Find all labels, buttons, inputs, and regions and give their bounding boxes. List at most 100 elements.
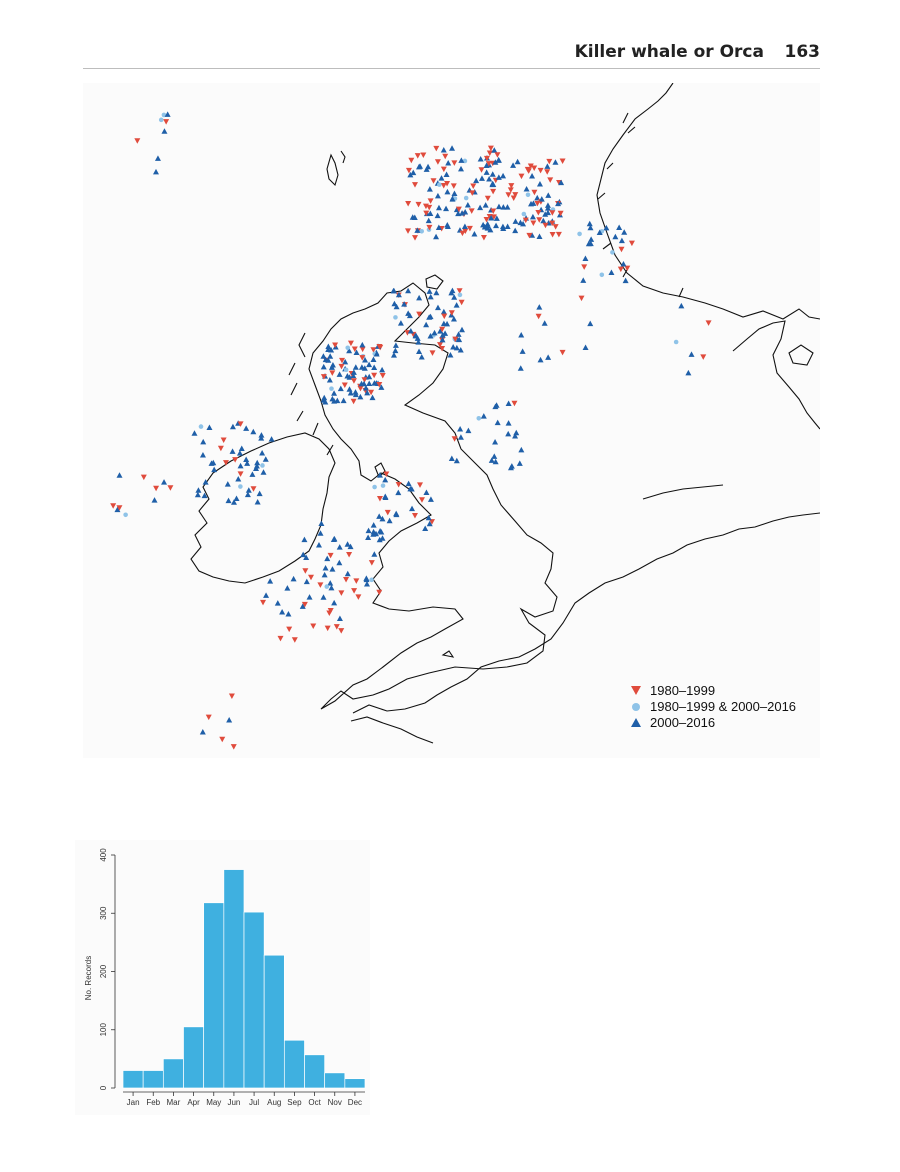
record-marker-2000-2016 xyxy=(500,225,507,232)
record-marker-2000-2016 xyxy=(414,227,421,233)
record-marker-2000-2016 xyxy=(224,481,231,487)
record-marker-1980-1999 xyxy=(549,232,556,238)
record-marker-2000-2016 xyxy=(444,320,451,327)
record-marker-2000-2016 xyxy=(425,217,432,224)
record-marker-2000-2016 xyxy=(616,224,623,231)
record-marker-2000-2016 xyxy=(336,544,343,550)
coast-channel-islands xyxy=(441,650,455,658)
record-marker-2000-2016 xyxy=(518,331,525,338)
record-marker-2000-2016 xyxy=(505,400,512,407)
record-marker-2000-2016 xyxy=(154,155,161,161)
record-marker-2000-2016 xyxy=(558,179,565,186)
record-marker-1980-1999 xyxy=(371,372,378,379)
bar-apr xyxy=(183,1026,205,1089)
record-marker-1980-1999 xyxy=(347,340,354,347)
record-marker-2000-2016 xyxy=(199,452,206,458)
record-marker-2000-2016 xyxy=(201,492,208,499)
record-marker-2000-2016 xyxy=(504,204,511,210)
record-marker-2000-2016 xyxy=(500,204,507,210)
record-marker-2000-2016 xyxy=(238,445,245,451)
record-marker-2000-2016 xyxy=(285,611,292,617)
record-marker-both xyxy=(345,345,351,351)
record-marker-2000-2016 xyxy=(518,446,525,453)
record-marker-2000-2016 xyxy=(210,459,217,466)
record-marker-2000-2016 xyxy=(447,352,454,358)
record-marker-1980-1999 xyxy=(327,607,334,614)
record-marker-2000-2016 xyxy=(376,472,383,478)
record-marker-2000-2016 xyxy=(382,494,389,501)
record-marker-1980-1999 xyxy=(468,208,475,214)
coast-great-britain xyxy=(308,282,558,710)
record-marker-2000-2016 xyxy=(440,308,447,315)
record-marker-2000-2016 xyxy=(279,609,286,615)
bar-jun xyxy=(223,869,245,1089)
record-marker-1980-1999 xyxy=(451,436,458,442)
record-marker-1980-1999 xyxy=(351,346,358,353)
record-marker-1980-1999 xyxy=(490,208,497,214)
record-marker-1980-1999 xyxy=(525,168,532,174)
bar-oct xyxy=(304,1054,326,1089)
record-marker-1980-1999 xyxy=(534,200,541,207)
record-marker-1980-1999 xyxy=(395,482,402,488)
record-marker-2000-2016 xyxy=(352,389,359,395)
record-marker-2000-2016 xyxy=(457,426,464,432)
section-title: Killer whale or Orca xyxy=(574,42,764,62)
record-marker-1980-1999 xyxy=(559,158,566,164)
record-marker-2000-2016 xyxy=(482,202,489,208)
record-marker-2000-2016 xyxy=(453,302,460,308)
record-marker-2000-2016 xyxy=(325,346,332,352)
record-marker-2000-2016 xyxy=(306,594,313,600)
record-marker-1980-1999 xyxy=(341,382,348,388)
y-tick-label: 300 xyxy=(99,906,108,920)
record-marker-2000-2016 xyxy=(350,369,357,375)
record-marker-1980-1999 xyxy=(228,693,235,700)
record-marker-2000-2016 xyxy=(423,166,430,172)
record-marker-2000-2016 xyxy=(505,420,512,426)
record-marker-1980-1999 xyxy=(376,344,383,350)
record-marker-2000-2016 xyxy=(451,294,458,300)
record-marker-2000-2016 xyxy=(191,430,198,436)
y-axis-label: No. Records xyxy=(84,956,93,1000)
record-marker-2000-2016 xyxy=(493,215,500,221)
record-marker-2000-2016 xyxy=(552,159,559,165)
record-marker-1980-1999 xyxy=(426,224,433,231)
record-marker-2000-2016 xyxy=(542,211,549,217)
record-marker-1980-1999 xyxy=(536,217,543,223)
record-marker-2000-2016 xyxy=(449,196,456,202)
record-marker-1980-1999 xyxy=(320,374,327,380)
record-marker-2000-2016 xyxy=(379,535,386,541)
record-marker-2000-2016 xyxy=(451,190,458,196)
record-marker-both xyxy=(324,584,330,589)
record-marker-2000-2016 xyxy=(386,517,393,524)
record-marker-2000-2016 xyxy=(439,332,446,338)
record-marker-1980-1999 xyxy=(361,377,368,383)
record-marker-1980-1999 xyxy=(359,346,366,353)
record-marker-2000-2016 xyxy=(336,615,343,621)
record-marker-2000-2016 xyxy=(508,463,515,469)
record-marker-2000-2016 xyxy=(376,513,383,519)
record-marker-2000-2016 xyxy=(487,226,494,233)
record-marker-2000-2016 xyxy=(493,222,500,229)
record-marker-1980-1999 xyxy=(153,485,160,492)
coast-brittany xyxy=(350,716,434,744)
record-marker-2000-2016 xyxy=(450,343,457,350)
record-marker-2000-2016 xyxy=(390,352,397,358)
record-marker-2000-2016 xyxy=(267,578,274,584)
record-marker-2000-2016 xyxy=(545,192,552,198)
record-marker-1980-1999 xyxy=(426,204,433,211)
record-marker-2000-2016 xyxy=(290,575,297,582)
record-marker-1980-1999 xyxy=(451,160,458,166)
record-marker-1980-1999 xyxy=(483,216,490,223)
record-marker-2000-2016 xyxy=(450,315,457,322)
record-marker-2000-2016 xyxy=(161,128,168,134)
record-marker-2000-2016 xyxy=(326,377,333,383)
record-marker-2000-2016 xyxy=(435,204,442,211)
record-marker-2000-2016 xyxy=(229,423,236,430)
record-marker-2000-2016 xyxy=(621,229,628,235)
record-marker-1980-1999 xyxy=(466,225,473,232)
record-marker-2000-2016 xyxy=(369,394,376,401)
record-marker-2000-2016 xyxy=(461,223,468,229)
bars xyxy=(122,869,366,1089)
record-marker-1980-1999 xyxy=(324,625,331,632)
record-marker-1980-1999 xyxy=(350,398,357,405)
